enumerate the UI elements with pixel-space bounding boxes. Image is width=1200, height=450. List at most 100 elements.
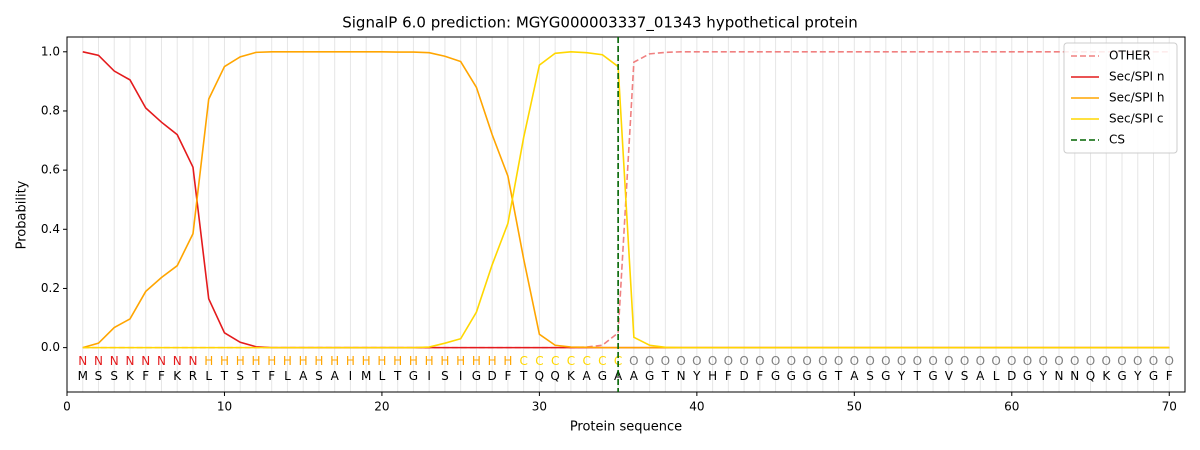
- residue-label: S: [110, 369, 118, 383]
- residue-label: G: [928, 369, 937, 383]
- region-label: N: [188, 354, 197, 368]
- region-label: O: [818, 354, 827, 368]
- residue-label: G: [771, 369, 780, 383]
- residue-label: G: [881, 369, 890, 383]
- y-tick-label: 0.6: [41, 163, 60, 177]
- region-label: C: [598, 354, 606, 368]
- residue-label: A: [614, 369, 623, 383]
- residue-label: G: [472, 369, 481, 383]
- region-label: H: [503, 354, 512, 368]
- residue-label: G: [1149, 369, 1158, 383]
- x-tick-label: 70: [1162, 400, 1177, 414]
- region-label: O: [1165, 354, 1174, 368]
- region-label: H: [488, 354, 497, 368]
- region-label: O: [1039, 354, 1048, 368]
- region-label: C: [582, 354, 590, 368]
- region-label: O: [629, 354, 638, 368]
- residue-label: N: [1055, 369, 1064, 383]
- residue-label: L: [379, 369, 386, 383]
- residue-label: F: [158, 369, 165, 383]
- region-label: O: [913, 354, 922, 368]
- residue-label: K: [1102, 369, 1111, 383]
- residue-label: A: [299, 369, 308, 383]
- residue-label: D: [739, 369, 748, 383]
- residue-label: G: [1117, 369, 1126, 383]
- region-label: O: [661, 354, 670, 368]
- residue-label: G: [1023, 369, 1032, 383]
- region-label: N: [94, 354, 103, 368]
- chart-title: SignalP 6.0 prediction: MGYG000003337_01…: [342, 14, 858, 33]
- residue-label: F: [142, 369, 149, 383]
- x-tick-label: 40: [689, 400, 704, 414]
- residue-label: N: [677, 369, 686, 383]
- residue-label: D: [1007, 369, 1016, 383]
- residue-label: T: [393, 369, 402, 383]
- region-label: O: [787, 354, 796, 368]
- residue-label: T: [913, 369, 922, 383]
- region-label: O: [692, 354, 701, 368]
- region-label: O: [1070, 354, 1079, 368]
- region-label: C: [535, 354, 543, 368]
- residue-label: K: [173, 369, 182, 383]
- x-tick-label: 50: [847, 400, 862, 414]
- y-tick-label: 0.8: [41, 103, 60, 117]
- region-label: O: [881, 354, 890, 368]
- residue-label: Y: [1039, 369, 1048, 383]
- region-label: H: [393, 354, 402, 368]
- region-label: N: [141, 354, 150, 368]
- residue-label: K: [567, 369, 576, 383]
- residue-label: F: [504, 369, 511, 383]
- residue-label: T: [251, 369, 260, 383]
- region-label: H: [299, 354, 308, 368]
- region-label: H: [267, 354, 276, 368]
- residue-label: Q: [535, 369, 544, 383]
- residue-label: F: [725, 369, 732, 383]
- y-tick-label: 0.4: [41, 222, 60, 236]
- region-label: H: [204, 354, 213, 368]
- region-label: O: [771, 354, 780, 368]
- residue-label: A: [583, 369, 592, 383]
- region-label: H: [472, 354, 481, 368]
- y-tick-label: 0.0: [41, 340, 60, 354]
- region-label: O: [1023, 354, 1032, 368]
- residue-label: S: [866, 369, 874, 383]
- residue-label: T: [661, 369, 670, 383]
- legend-box: [1063, 42, 1178, 154]
- region-label: O: [645, 354, 654, 368]
- residue-label: L: [284, 369, 291, 383]
- region-label: C: [519, 354, 527, 368]
- residue-label: Q: [550, 369, 559, 383]
- plot-frame: [66, 36, 1186, 393]
- residue-label: M: [78, 369, 88, 383]
- region-label: O: [944, 354, 953, 368]
- residue-label: F: [1166, 369, 1173, 383]
- residue-label: G: [598, 369, 607, 383]
- region-label: O: [724, 354, 733, 368]
- region-label: O: [976, 354, 985, 368]
- region-label: O: [1133, 354, 1142, 368]
- residue-label: R: [189, 369, 197, 383]
- region-label: O: [991, 354, 1000, 368]
- region-label: C: [551, 354, 559, 368]
- region-label: O: [1102, 354, 1111, 368]
- legend-label: CS: [1109, 133, 1125, 147]
- residue-label: S: [95, 369, 103, 383]
- residue-label: G: [802, 369, 811, 383]
- region-label: H: [314, 354, 323, 368]
- residue-label: G: [409, 369, 418, 383]
- residue-label: Y: [1133, 369, 1142, 383]
- residue-label: S: [961, 369, 969, 383]
- residue-label: A: [630, 369, 639, 383]
- x-tick-label: 60: [1004, 400, 1019, 414]
- residue-label: S: [236, 369, 244, 383]
- legend: OTHER Sec/SPI n Sec/SPI h Sec/SPI c CS: [1063, 42, 1178, 154]
- x-axis-label: Protein sequence: [570, 420, 682, 435]
- region-label: C: [567, 354, 575, 368]
- region-label: O: [708, 354, 717, 368]
- region-label: O: [1086, 354, 1095, 368]
- y-tick-label: 1.0: [41, 44, 60, 58]
- region-label: O: [897, 354, 906, 368]
- residue-label: L: [993, 369, 1000, 383]
- region-label: H: [425, 354, 434, 368]
- residue-label: Y: [692, 369, 701, 383]
